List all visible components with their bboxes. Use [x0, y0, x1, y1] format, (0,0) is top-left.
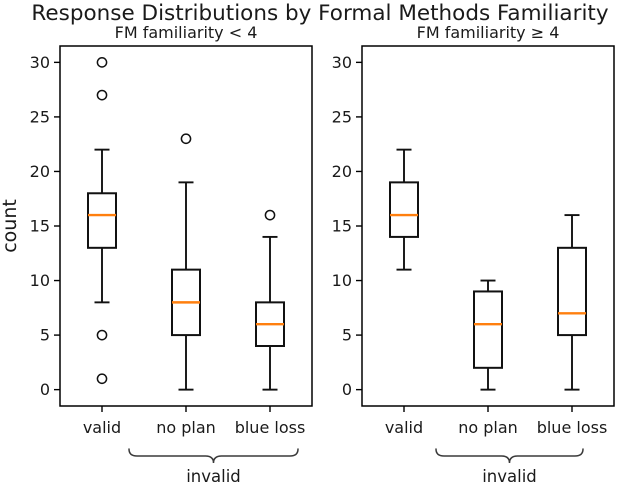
- outlier-point: [180, 133, 192, 145]
- box: [473, 290, 503, 369]
- x-tick-label: blue loss: [537, 418, 608, 437]
- y-tick-label: 15: [30, 217, 50, 236]
- outlier-point: [96, 329, 108, 341]
- y-tick-label: 0: [342, 380, 352, 399]
- outlier-point: [96, 373, 108, 385]
- x-tick-label: blue loss: [235, 418, 306, 437]
- y-tick-label: 10: [30, 271, 50, 290]
- x-tick-label: no plan: [156, 418, 216, 437]
- y-tick-label: 25: [332, 107, 352, 126]
- x-tick-label: valid: [385, 418, 423, 437]
- y-tick-label: 20: [332, 162, 352, 181]
- group-label: invalid: [482, 467, 537, 486]
- x-tick-label: no plan: [458, 418, 518, 437]
- group-label: invalid: [186, 467, 241, 486]
- outlier-point: [96, 57, 108, 68]
- group-brace: [435, 448, 584, 464]
- y-tick-label: 15: [332, 217, 352, 236]
- box: [87, 192, 117, 249]
- subplot-title: FM familiarity < 4: [115, 23, 258, 42]
- box: [389, 181, 419, 238]
- x-tick-label: valid: [83, 418, 121, 437]
- group-brace: [128, 448, 299, 464]
- y-tick-label: 20: [30, 162, 50, 181]
- figure-title: Response Distributions by Formal Methods…: [31, 1, 609, 26]
- y-axis-label: count: [0, 199, 21, 253]
- y-tick-label: 5: [40, 326, 50, 345]
- y-tick-label: 30: [332, 53, 352, 72]
- outlier-point: [264, 209, 276, 221]
- outlier-point: [96, 89, 108, 101]
- box: [557, 246, 587, 337]
- subplot-title: FM familiarity ≥ 4: [417, 23, 560, 42]
- y-tick-label: 10: [332, 271, 352, 290]
- y-tick-label: 5: [342, 326, 352, 345]
- y-tick-label: 0: [40, 380, 50, 399]
- y-tick-label: 25: [30, 107, 50, 126]
- y-tick-label: 30: [30, 53, 50, 72]
